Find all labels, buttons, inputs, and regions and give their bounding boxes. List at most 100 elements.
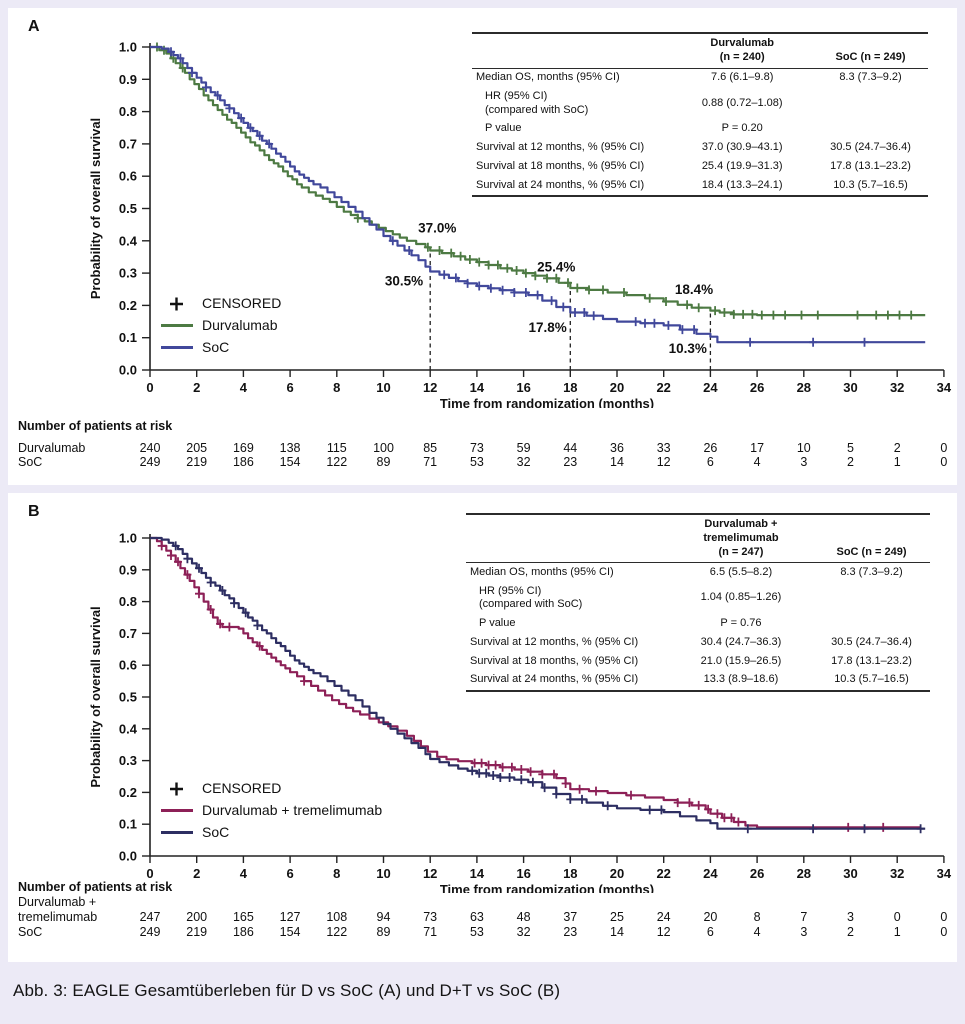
risk-value: 71 [423,925,438,939]
risk-value: 26 [703,441,718,455]
risk-value: 4 [753,925,761,939]
inset-cell: 30.4 (24.7–36.3) [700,635,782,648]
x-tick-label: 12 [423,380,437,395]
inset-cell: 8.3 (7.3–9.2) [839,71,902,83]
risk-value: 7 [800,910,808,924]
inset-header-col0 [472,33,671,68]
risk-value: 138 [279,441,301,455]
panel-a-label: A [28,18,40,35]
risk-value: 6 [706,925,714,939]
x-tick-label: 26 [750,866,764,881]
panel-b-inset-table: Durvalumab + tremelimumab (n = 247) SoC (n … [466,513,930,692]
y-tick-label: 0.9 [119,562,137,577]
risk-value: 12 [656,925,671,939]
legend-label-durvalumab: Durvalumab [202,317,278,333]
y-tick-label: 0.7 [119,626,137,641]
soc-curve [150,536,926,830]
risk-value: 63 [469,910,484,924]
inset-cell: P value [485,122,522,135]
inset-cell: HR (95% CI) (compared with SoC) [479,584,583,611]
y-tick-label: 0.1 [119,330,137,345]
y-tick-label: 0.2 [119,785,137,800]
legend-label-soc: SoC [202,339,229,355]
risk-value: 4 [753,455,761,469]
durvalumab-tremelimumab-curve [150,536,921,829]
risk-row-label: tremelimumab [18,910,98,924]
x-tick-label: 28 [797,866,811,881]
risk-value: 2 [893,441,901,455]
y-tick-label: 0.8 [119,594,137,609]
x-tick-label: 10 [376,866,390,881]
risk-value: 12 [656,455,671,469]
inset-header-col1: Durvalumab (n = 240) [710,37,774,63]
y-tick-label: 0.7 [119,136,137,151]
legend-censored-label: CENSORED [202,295,281,311]
risk-value: 37 [563,910,578,924]
inset-cell: 21.0 (15.9–26.5) [700,654,782,667]
x-tick-label: 0 [146,380,153,395]
inset-header-col1: Durvalumab + tremelimumab (n = 247) [703,518,779,558]
x-tick-label: 32 [890,866,904,881]
inset-cell: 0.88 (0.72–1.08) [701,96,783,109]
inset-cell: 18.4 (13.3–24.1) [701,178,783,191]
x-tick-label: 6 [286,380,293,395]
x-tick-label: 28 [797,380,811,395]
risk-value: 186 [232,925,254,939]
inset-cell: 17.8 (13.1–23.2) [830,159,911,172]
risk-row-label: Durvalumab [18,441,86,455]
inset-cell [813,615,930,634]
x-tick-label: 14 [470,866,485,881]
risk-value: 36 [610,441,624,455]
annotation-18-4: 18.4% [675,282,713,297]
inset-cell: 17.8 (13.1–23.2) [831,654,912,667]
inset-header-col2: SoC (n = 249) [835,50,906,63]
x-tick-label: 20 [610,866,624,881]
inset-cell: 1.04 (0.85–1.26) [700,591,782,604]
risk-value: 154 [279,455,301,469]
inset-cell: 8.3 (7.3–9.2) [840,565,903,578]
x-tick-label: 6 [286,866,293,881]
inset-header-col0 [466,514,669,563]
inset-cell [813,87,928,120]
x-tick-label: 30 [843,866,857,881]
x-tick-label: 22 [656,380,670,395]
inset-cell: Survival at 24 months, % (95% CI) [476,178,645,191]
risk-value: 85 [423,441,438,455]
annotation-25-4: 25.4% [537,259,575,274]
x-tick-label: 24 [703,866,718,881]
risk-value: 14 [610,925,624,939]
panel-b-label: B [28,503,40,520]
inset-cell: Survival at 12 months, % (95% CI) [470,635,639,648]
x-tick-label: 32 [890,380,904,395]
x-tick-label: 24 [703,380,718,395]
annotation-17-8: 17.8% [529,320,567,335]
risk-value: 205 [186,441,208,455]
x-tick-label: 26 [750,380,764,395]
inset-cell: P = 0.76 [720,617,762,629]
y-tick-label: 0.6 [119,658,137,673]
inset-cell: 10.3 (5.7–16.5) [834,673,909,686]
risk-value: 1 [893,455,901,469]
y-tick-label: 0.0 [119,363,137,378]
x-tick-label: 4 [240,866,248,881]
inset-cell: HR (95% CI) (compared with SoC) [485,89,589,116]
risk-value: 249 [139,925,161,939]
risk-value: 10 [796,441,811,455]
y-tick-label: 0.4 [119,233,138,248]
risk-value: 8 [753,910,761,924]
inset-cell [813,582,930,615]
y-tick-label: 0.3 [119,266,137,281]
risk-row-label: Durvalumab + [18,895,97,909]
panel-a-box: A 0.0 0.1 0.2 0.3 0.4 0.5 0.6 0.7 0.8 0.9 1.0 0 2 4 6 8… [8,8,957,485]
x-tick-label: 8 [333,380,340,395]
x-tick-label: 0 [146,866,153,881]
risk-value: 32 [516,455,531,469]
risk-value: 219 [186,455,208,469]
inset-cell: 30.5 (24.7–36.4) [831,635,912,648]
y-tick-label: 0.3 [119,753,137,768]
y-tick-label: 0.2 [119,298,137,313]
risk-value: 32 [516,925,531,939]
inset-cell: 30.5 (24.7–36.4) [830,141,911,153]
censored-plus-icon [170,297,183,311]
